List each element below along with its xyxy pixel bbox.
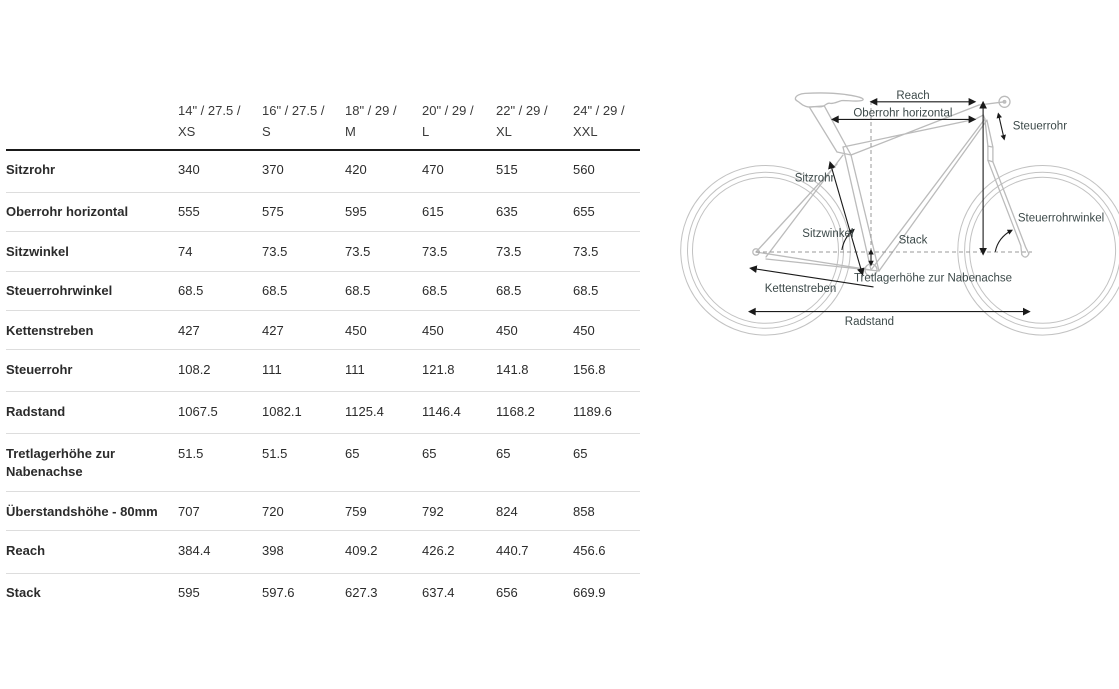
svg-text:Reach: Reach — [896, 90, 929, 102]
svg-text:Stack: Stack — [899, 235, 928, 247]
svg-text:Oberrohr horizontal: Oberrohr horizontal — [853, 107, 952, 119]
svg-text:Sitzrohr: Sitzrohr — [795, 173, 835, 185]
svg-text:Steuerrohr: Steuerrohr — [1013, 121, 1068, 133]
svg-text:Radstand: Radstand — [845, 316, 894, 328]
svg-text:Kettenstreben: Kettenstreben — [765, 283, 837, 295]
svg-text:Tretlagerhöhe zur Nabenachse: Tretlagerhöhe zur Nabenachse — [854, 273, 1012, 285]
svg-text:Steuerrohrwinkel: Steuerrohrwinkel — [1018, 213, 1104, 225]
svg-text:Sitzwinkel: Sitzwinkel — [802, 228, 853, 240]
